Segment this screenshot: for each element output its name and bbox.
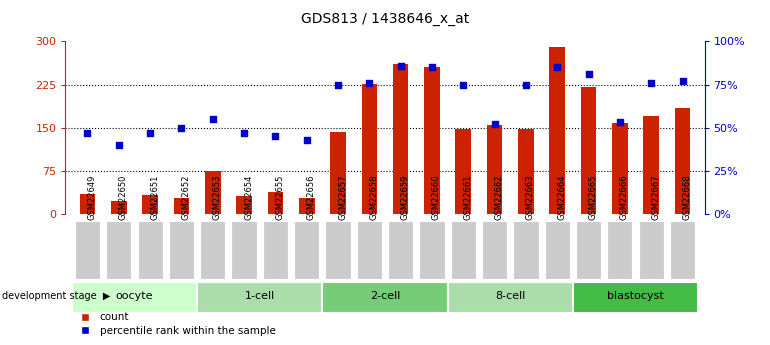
Text: GSM22649: GSM22649 xyxy=(87,175,96,220)
Bar xyxy=(330,132,346,214)
Point xyxy=(645,80,658,86)
Bar xyxy=(581,87,597,214)
Text: GSM22668: GSM22668 xyxy=(683,175,691,220)
FancyBboxPatch shape xyxy=(573,282,698,313)
Point xyxy=(582,71,594,77)
Point xyxy=(363,80,376,86)
FancyBboxPatch shape xyxy=(75,221,100,279)
Text: GSM22655: GSM22655 xyxy=(276,175,284,220)
Text: GSM22657: GSM22657 xyxy=(338,175,347,220)
FancyBboxPatch shape xyxy=(420,221,444,279)
FancyBboxPatch shape xyxy=(169,221,194,279)
Bar xyxy=(518,129,534,214)
Text: GSM22656: GSM22656 xyxy=(306,175,316,220)
Text: GSM22658: GSM22658 xyxy=(370,175,378,220)
Text: GSM22653: GSM22653 xyxy=(213,175,222,220)
Point xyxy=(206,116,219,122)
Text: GSM22652: GSM22652 xyxy=(182,175,190,220)
Bar xyxy=(644,116,659,214)
FancyBboxPatch shape xyxy=(138,221,162,279)
Point xyxy=(457,82,470,87)
Text: GSM22661: GSM22661 xyxy=(464,175,472,220)
FancyBboxPatch shape xyxy=(447,282,573,313)
Point xyxy=(614,120,626,125)
FancyBboxPatch shape xyxy=(670,221,695,279)
FancyBboxPatch shape xyxy=(72,282,197,313)
Text: GSM22650: GSM22650 xyxy=(119,175,128,220)
FancyBboxPatch shape xyxy=(200,221,226,279)
FancyBboxPatch shape xyxy=(294,221,320,279)
Point xyxy=(112,142,125,148)
Bar xyxy=(487,125,503,214)
Point xyxy=(426,65,438,70)
Point xyxy=(238,130,250,136)
Bar xyxy=(612,123,628,214)
Point xyxy=(270,134,282,139)
Bar xyxy=(267,192,283,214)
Text: GSM22665: GSM22665 xyxy=(588,175,598,220)
Bar xyxy=(299,198,314,214)
Point xyxy=(488,121,500,127)
Point xyxy=(332,82,344,87)
FancyBboxPatch shape xyxy=(450,221,476,279)
FancyBboxPatch shape xyxy=(388,221,413,279)
Point xyxy=(176,125,188,130)
Point xyxy=(300,137,313,142)
Text: GSM22663: GSM22663 xyxy=(526,175,535,220)
Point xyxy=(144,130,156,136)
FancyBboxPatch shape xyxy=(263,221,288,279)
Text: blastocyst: blastocyst xyxy=(608,291,664,301)
FancyBboxPatch shape xyxy=(232,221,256,279)
FancyBboxPatch shape xyxy=(576,221,601,279)
FancyBboxPatch shape xyxy=(545,221,570,279)
FancyBboxPatch shape xyxy=(326,221,350,279)
Bar xyxy=(79,194,95,214)
FancyBboxPatch shape xyxy=(514,221,538,279)
Text: 2-cell: 2-cell xyxy=(370,291,400,301)
Text: GSM22651: GSM22651 xyxy=(150,175,159,220)
Bar xyxy=(675,108,691,214)
Text: oocyte: oocyte xyxy=(116,291,153,301)
Legend: count, percentile rank within the sample: count, percentile rank within the sample xyxy=(71,308,280,340)
Bar xyxy=(205,171,220,214)
FancyBboxPatch shape xyxy=(197,282,323,313)
Text: 8-cell: 8-cell xyxy=(495,291,525,301)
FancyBboxPatch shape xyxy=(608,221,632,279)
Bar xyxy=(111,201,126,214)
Bar xyxy=(550,47,565,214)
Point xyxy=(81,130,93,136)
FancyBboxPatch shape xyxy=(323,282,447,313)
Bar xyxy=(142,195,158,214)
Text: development stage  ▶: development stage ▶ xyxy=(2,291,110,301)
Text: GSM22667: GSM22667 xyxy=(651,175,661,220)
FancyBboxPatch shape xyxy=(106,221,131,279)
Text: 1-cell: 1-cell xyxy=(245,291,275,301)
Bar xyxy=(236,196,252,214)
FancyBboxPatch shape xyxy=(357,221,382,279)
Bar xyxy=(393,65,409,214)
FancyBboxPatch shape xyxy=(482,221,507,279)
Point xyxy=(520,82,532,87)
Point xyxy=(394,63,407,68)
Text: GDS813 / 1438646_x_at: GDS813 / 1438646_x_at xyxy=(301,12,469,26)
Text: GSM22659: GSM22659 xyxy=(400,175,410,220)
Point xyxy=(677,78,689,84)
Point xyxy=(551,65,564,70)
FancyBboxPatch shape xyxy=(639,221,664,279)
Text: GSM22666: GSM22666 xyxy=(620,175,629,220)
Text: GSM22660: GSM22660 xyxy=(432,175,441,220)
Text: GSM22664: GSM22664 xyxy=(557,175,566,220)
Bar xyxy=(173,198,189,214)
Text: GSM22654: GSM22654 xyxy=(244,175,253,220)
Bar xyxy=(424,67,440,214)
Bar xyxy=(456,129,471,214)
Bar xyxy=(361,84,377,214)
Text: GSM22662: GSM22662 xyxy=(494,175,504,220)
